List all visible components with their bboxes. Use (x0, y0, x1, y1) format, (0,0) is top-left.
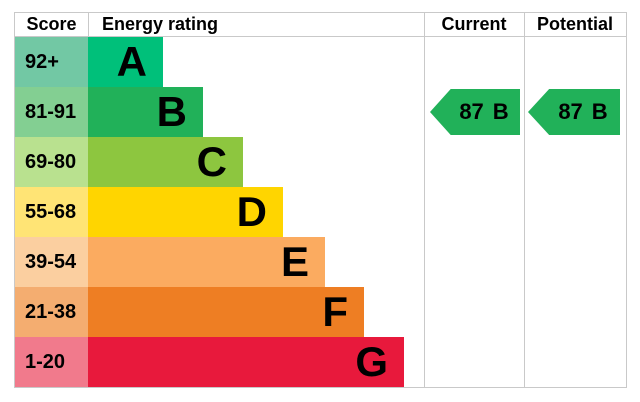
potential-rating-grade: B (591, 99, 608, 124)
band-bar-c: C (88, 137, 243, 187)
score-range-d: 55-68 (15, 187, 88, 237)
current-rating-value: 87 (459, 99, 484, 124)
band-rows: 92+ A 81-91 B 69-80 C 55-68 D 39-54 E 21… (15, 37, 626, 387)
current-rating-grade: B (492, 99, 509, 124)
epc-table: Score Energy rating Current Potential 92… (14, 12, 627, 388)
current-column-divider (424, 13, 425, 387)
band-row-d: 55-68 D (15, 187, 626, 237)
potential-column-header: Potential (536, 14, 613, 34)
band-row-c: 69-80 C (15, 137, 626, 187)
band-row-e: 39-54 E (15, 237, 626, 287)
band-bar-e: E (88, 237, 325, 287)
score-range-a: 92+ (15, 37, 88, 87)
score-column-header: Score (15, 13, 89, 36)
band-row-a: 92+ A (15, 37, 626, 87)
band-bar-a: A (88, 37, 163, 87)
band-bar-f: F (88, 287, 364, 337)
score-range-c: 69-80 (15, 137, 88, 187)
score-range-f: 21-38 (15, 287, 88, 337)
energy-rating-column-header: Energy rating (102, 14, 219, 34)
potential-column-divider (524, 13, 525, 387)
band-row-f: 21-38 F (15, 287, 626, 337)
score-range-b: 81-91 (15, 87, 88, 137)
potential-rating-arrow: 87 B (528, 89, 620, 135)
band-row-b: 81-91 B (15, 87, 626, 137)
score-range-g: 1-20 (15, 337, 88, 387)
current-rating-arrow: 87 B (430, 89, 520, 135)
potential-rating-value: 87 (558, 99, 583, 124)
score-range-e: 39-54 (15, 237, 88, 287)
band-row-g: 1-20 G (15, 337, 626, 387)
band-bar-d: D (88, 187, 283, 237)
current-column-header: Current (441, 14, 507, 34)
table-header-row: Score Energy rating Current Potential (15, 13, 626, 37)
band-bar-g: G (88, 337, 404, 387)
band-bar-b: B (88, 87, 203, 137)
